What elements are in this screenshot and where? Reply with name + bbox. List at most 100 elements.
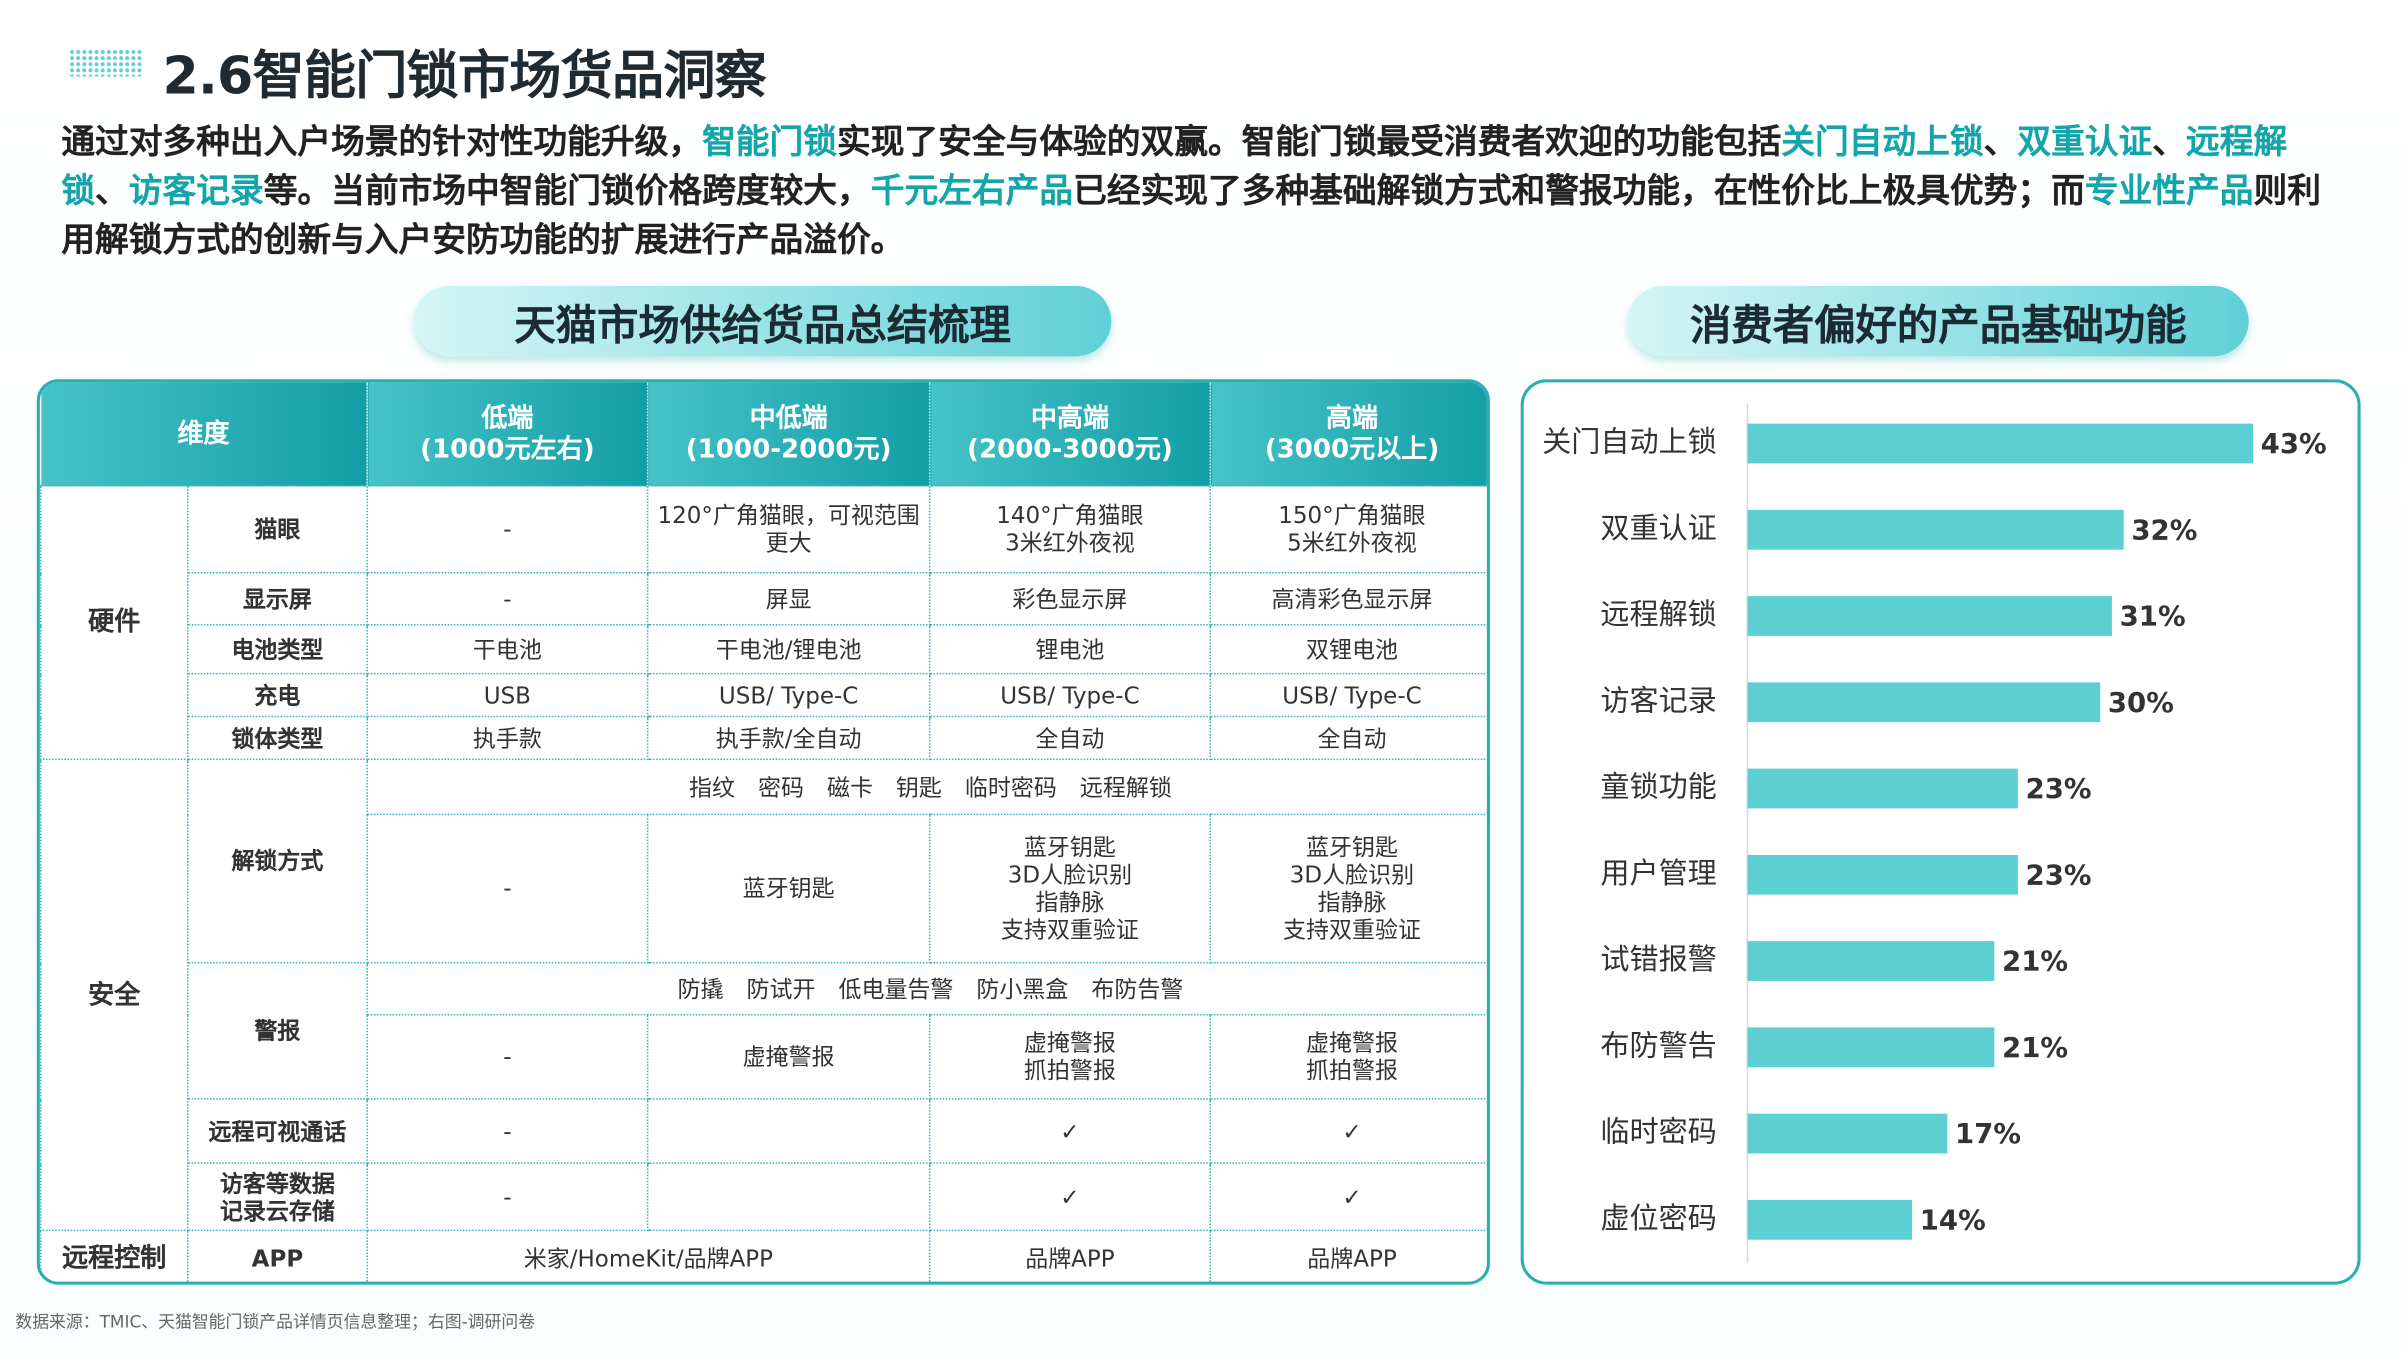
- text: 通过对多种出入户场景的针对性功能升级，: [61, 123, 703, 163]
- text: 、: [1983, 123, 2018, 163]
- bar: [1747, 1027, 1995, 1068]
- table-cell: 彩色显示屏: [928, 571, 1211, 626]
- chart-frame: [1520, 379, 2361, 1285]
- bar: [1747, 423, 2254, 464]
- tier-name: 高端: [1325, 402, 1379, 434]
- table-caption: 天猫市场供给货品总结梳理: [413, 285, 1112, 357]
- value-label: 21%: [2002, 946, 2068, 978]
- intro-paragraph: 通过对多种出入户场景的针对性功能升级，智能门锁实现了安全与体验的双赢。智能门锁最…: [61, 119, 2345, 266]
- table-row: 硬件 猫眼 -120°广角猫眼，可视范围更大 140°广角猫眼 3米红外夜视 150°广…: [39, 484, 1487, 761]
- row-label: 充电: [187, 672, 368, 718]
- value-label: 32%: [2131, 514, 2197, 546]
- text: 已经实现了多种基础解锁方式和警报功能，在性价比上极具优势；而: [1073, 172, 2085, 212]
- table-row: 访客等数据 记录云存储 - ✓ ✓: [41, 1162, 1487, 1232]
- table-cell: 120°广角猫眼，可视范围更大: [646, 484, 931, 574]
- title-decoration: [68, 48, 143, 77]
- table-cell: 虚掩警报 抓拍警报: [928, 1013, 1211, 1100]
- header-cell: 中低端 (1000-2000元): [647, 382, 931, 486]
- table-row: 安全 解锁方式 指纹 密码 磁卡 钥匙 临时密码 远程解锁: [39, 758, 1487, 1232]
- category-label: 双重认证: [1600, 511, 1716, 545]
- bar: [1747, 768, 2018, 809]
- row-label: 猫眼: [187, 484, 368, 574]
- category-label: 童锁功能: [1600, 770, 1716, 804]
- header-cell: 高端 (3000元以上): [1210, 382, 1487, 486]
- table-cell: 品牌APP: [1209, 1229, 1487, 1282]
- group-label: 远程控制: [39, 1229, 189, 1282]
- bar: [1747, 682, 2101, 723]
- value-label: 21%: [2002, 1032, 2068, 1064]
- category-label: 试错报警: [1600, 942, 1716, 976]
- table-cell: 米家/HomeKit/品牌APP: [366, 1229, 931, 1282]
- bar-chart: 关门自动上锁 43% 双重认证 32% 远程解锁 31% 访客记录 30% 童锁功能 23% 用户管…: [1520, 379, 2361, 1285]
- table-cell: 蓝牙钥匙: [646, 813, 931, 964]
- table-cell: 干电池/锂电池: [646, 623, 931, 675]
- table-cell: 140°广角猫眼 3米红外夜视: [928, 484, 1211, 574]
- value-label: 14%: [1920, 1204, 1986, 1236]
- bar: [1747, 941, 1995, 981]
- row-label: 电池类型: [187, 623, 368, 675]
- table-cell: -: [366, 813, 649, 964]
- chart-title: 消费者偏好的产品基础功能: [1627, 285, 2249, 357]
- table-cell: 全自动: [928, 715, 1211, 761]
- row-label: 解锁方式: [187, 758, 368, 964]
- table-cell: 双锂电池: [1209, 623, 1487, 675]
- table-cell: USB/ Type-C: [1209, 672, 1487, 718]
- row-label: APP: [187, 1229, 368, 1282]
- row-label: 警报: [187, 961, 368, 1100]
- tier-name: 低端: [481, 402, 534, 434]
- category-label: 关门自动上锁: [1542, 425, 1717, 459]
- text: 、: [2152, 123, 2187, 163]
- highlight-text: 访客记录: [128, 172, 264, 212]
- common-cell: 指纹 密码 磁卡 钥匙 临时密码 远程解锁: [366, 758, 1487, 816]
- group-label: 安全: [39, 758, 189, 1232]
- row-label: 显示屏: [187, 571, 368, 626]
- tier-name: 中低端: [749, 402, 828, 434]
- highlight-text: 关门自动上锁: [1781, 123, 1984, 163]
- table-cell: [646, 1098, 931, 1164]
- table-cell: USB: [366, 672, 649, 718]
- table-cell: 虚掩警报: [646, 1013, 931, 1100]
- value-label: 30%: [2108, 687, 2174, 719]
- table-cell: 品牌APP: [928, 1229, 1211, 1282]
- table-cell: USB/ Type-C: [646, 672, 931, 718]
- table-row: - 虚掩警报 虚掩警报 抓拍警报 虚掩警报 抓拍警报: [41, 1013, 1487, 1100]
- value-label: 23%: [2026, 859, 2092, 891]
- tier-name: 中高端: [1030, 402, 1110, 434]
- text: 等。当前市场中智能门锁价格跨度较大，: [263, 172, 871, 212]
- text: 则利用解锁方式的创新与入户安防功能的扩展进行产品溢价。: [61, 172, 2321, 260]
- table-cell: 高清彩色显示屏: [1209, 571, 1487, 626]
- row-label: 远程可视通话: [187, 1098, 368, 1164]
- header-cell: 中高端 (2000-3000元): [929, 382, 1211, 486]
- tier-price: (2000-3000元): [967, 433, 1173, 465]
- table-row: 锁体类型 执手款 执手款/全自动 全自动 全自动: [41, 715, 1487, 761]
- highlight-text: 远程解锁: [61, 123, 2288, 212]
- table-cell: 虚掩警报 抓拍警报: [1209, 1013, 1487, 1100]
- highlight-text: 智能门锁: [702, 123, 837, 163]
- category-label: 访客记录: [1600, 683, 1716, 717]
- table-cell: 锂电池: [928, 623, 1211, 675]
- table-cell: 执手款: [366, 715, 649, 761]
- category-label: 布防警告: [1600, 1028, 1716, 1062]
- table-cell: -: [366, 1013, 649, 1100]
- header-row: 维度 低端 (1000元左右) 中低端 (1000-2000元) 中高端 (2000-300…: [40, 382, 1487, 486]
- table-cell: [646, 1162, 931, 1232]
- text: 、: [95, 172, 129, 212]
- page-title: 2.6智能门锁市场货品洞察: [162, 45, 767, 108]
- row-label: 访客等数据 记录云存储: [187, 1162, 368, 1232]
- bar: [1747, 1199, 1913, 1240]
- table-cell: ✓: [1209, 1162, 1487, 1232]
- category-label: 远程解锁: [1600, 597, 1716, 631]
- table-cell: 屏显: [646, 571, 931, 626]
- tier-price: (1000元左右): [420, 433, 595, 465]
- table-cell: ✓: [928, 1098, 1211, 1164]
- highlight-text: 双重认证: [2017, 123, 2153, 163]
- bar: [1747, 1113, 1948, 1154]
- table-panel: 维度 低端 (1000元左右) 中低端 (1000-2000元) 中高端 (2000-300…: [36, 379, 1490, 1285]
- table-cell: USB/ Type-C: [928, 672, 1211, 718]
- table-cell: 150°广角猫眼 5米红外夜视: [1209, 484, 1487, 574]
- table-cell: 干电池: [366, 623, 649, 675]
- table-cell: ✓: [928, 1162, 1211, 1232]
- category-label: 临时密码: [1600, 1115, 1716, 1149]
